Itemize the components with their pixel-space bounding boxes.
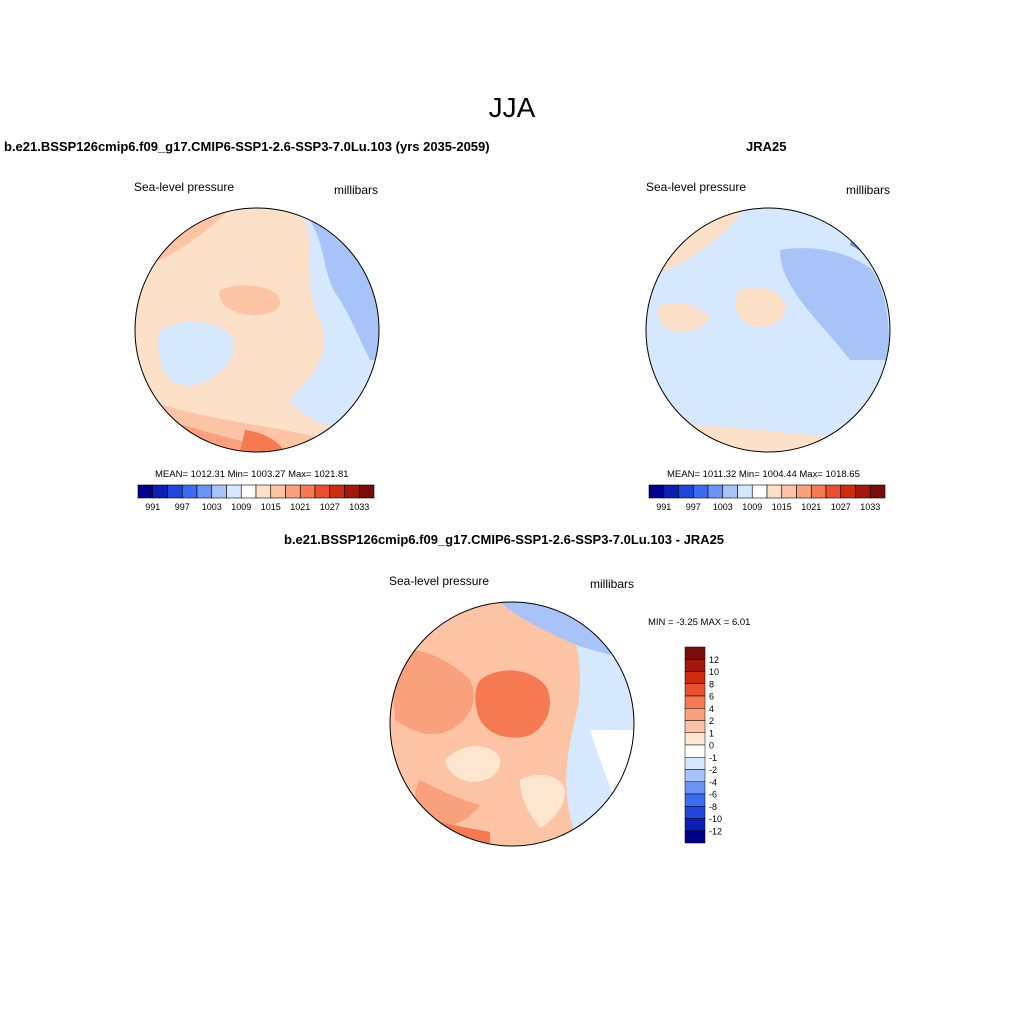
obs-colorbar-tick-label: 997 bbox=[686, 502, 701, 512]
model-stats: MEAN= 1012.31 Min= 1003.27 Max= 1021.81 bbox=[155, 469, 349, 480]
model-colorbar-swatch bbox=[344, 484, 360, 499]
model-colorbar-swatch bbox=[152, 484, 168, 499]
model-colorbar-swatch bbox=[240, 484, 257, 499]
diff-colorbar-tick-label: 6 bbox=[709, 692, 714, 702]
model-colorbar-tick-label: 1033 bbox=[349, 502, 369, 512]
obs-colorbar-tick-label: 1009 bbox=[742, 502, 762, 512]
obs-colorbar-tick-label: 991 bbox=[656, 502, 671, 512]
diff-panel-title: b.e21.BSSP126cmip6.f09_g17.CMIP6-SSP1-2.… bbox=[284, 532, 725, 547]
obs-colorbar-tick-label: 1033 bbox=[860, 502, 880, 512]
diff-colorbar-tick-label: -2 bbox=[709, 765, 717, 775]
model-colorbar-tick-label: 1003 bbox=[202, 502, 222, 512]
diff-colorbar-swatch bbox=[684, 830, 706, 844]
obs-colorbar-swatch bbox=[840, 484, 856, 499]
diff-colorbar-tick-label: 12 bbox=[709, 655, 719, 665]
obs-colorbar-swatch bbox=[855, 484, 871, 499]
diff-colorbar-tick-label: 10 bbox=[709, 667, 719, 677]
obs-colorbar-swatch bbox=[751, 484, 768, 499]
diff-colorbar-tick-label: 4 bbox=[709, 704, 714, 714]
main-title: JJA bbox=[488, 92, 536, 123]
diff-colorbar-tick-label: 2 bbox=[709, 716, 714, 726]
diff-colorbar-tick-label: 1 bbox=[709, 728, 714, 738]
model-map bbox=[134, 207, 380, 453]
model-units-label: millibars bbox=[334, 183, 379, 197]
model-panel-title: b.e21.BSSP126cmip6.f09_g17.CMIP6-SSP1-2.… bbox=[4, 139, 490, 154]
model-colorbar-tick-label: 1009 bbox=[231, 502, 251, 512]
diff-colorbar-swatch bbox=[684, 695, 706, 709]
diff-units-label: millibars bbox=[590, 577, 635, 591]
model-variable-label: Sea-level pressure bbox=[134, 180, 235, 194]
obs-colorbar-tick-label: 1015 bbox=[772, 502, 792, 512]
model-colorbar-swatch bbox=[181, 484, 198, 499]
model-colorbar-swatch bbox=[137, 484, 154, 499]
diff-colorbar-tick-label: -8 bbox=[709, 802, 717, 812]
model-colorbar-swatch bbox=[270, 484, 286, 499]
obs-colorbar-swatch bbox=[722, 484, 738, 499]
diff-colorbar-swatch bbox=[684, 720, 706, 733]
model-colorbar: 991 997 1003 1009 1015 1021 1027 1033 bbox=[137, 484, 375, 512]
obs-colorbar-swatch bbox=[737, 484, 753, 499]
diff-colorbar-tick-label: 0 bbox=[709, 741, 714, 751]
diff-variable-label: Sea-level pressure bbox=[389, 574, 490, 588]
obs-colorbar-swatch bbox=[678, 484, 694, 499]
obs-colorbar-swatch bbox=[781, 484, 797, 499]
obs-stats: MEAN= 1011.32 Min= 1004.44 Max= 1018.65 bbox=[667, 469, 860, 480]
diff-colorbar-swatch bbox=[684, 781, 706, 795]
diff-colorbar-swatch bbox=[684, 769, 706, 782]
diff-colorbar-swatch bbox=[684, 671, 706, 684]
obs-colorbar-tick-label: 1021 bbox=[801, 502, 821, 512]
model-colorbar-swatch bbox=[314, 484, 331, 499]
model-colorbar-swatch bbox=[255, 484, 272, 499]
obs-colorbar-swatch bbox=[648, 484, 665, 499]
diff-colorbar-tick-label: -10 bbox=[709, 814, 722, 824]
obs-colorbar-swatch bbox=[869, 484, 886, 499]
model-colorbar-tick-label: 1015 bbox=[261, 502, 281, 512]
diff-colorbar-swatch bbox=[684, 793, 706, 807]
model-colorbar-swatch bbox=[211, 484, 227, 499]
obs-colorbar-tick-label: 1027 bbox=[831, 502, 851, 512]
diff-colorbar-swatch bbox=[684, 659, 706, 672]
obs-colorbar-swatch bbox=[663, 484, 679, 499]
obs-colorbar-tick-label: 1003 bbox=[713, 502, 733, 512]
diff-colorbar-swatch bbox=[684, 646, 706, 660]
obs-units-label: millibars bbox=[846, 183, 891, 197]
diff-colorbar-swatch bbox=[684, 818, 706, 831]
model-colorbar-swatch bbox=[299, 484, 316, 499]
diff-colorbar-swatch bbox=[684, 683, 706, 697]
model-colorbar-tick-label: 1027 bbox=[320, 502, 340, 512]
model-colorbar-swatch bbox=[358, 484, 375, 499]
obs-colorbar-swatch bbox=[825, 484, 842, 499]
diff-colorbar-tick-label: 8 bbox=[709, 679, 714, 689]
obs-panel-title: JRA25 bbox=[746, 139, 787, 154]
obs-colorbar: 991 997 1003 1009 1015 1021 1027 1033 bbox=[648, 484, 886, 512]
diff-colorbar-swatch bbox=[684, 806, 706, 819]
diff-colorbar-swatch bbox=[684, 757, 706, 770]
diff-map bbox=[389, 601, 635, 847]
obs-map bbox=[645, 207, 891, 453]
model-colorbar-swatch bbox=[226, 484, 242, 499]
diff-stats: MIN = -3.25 MAX = 6.01 bbox=[648, 617, 751, 628]
diff-colorbar-tick-label: -1 bbox=[709, 753, 717, 763]
obs-variable-label: Sea-level pressure bbox=[646, 180, 747, 194]
model-colorbar-tick-label: 991 bbox=[145, 502, 160, 512]
diff-colorbar-tick-label: -12 bbox=[709, 826, 722, 836]
model-colorbar-swatch bbox=[167, 484, 183, 499]
diff-colorbar-swatch bbox=[684, 708, 706, 721]
diff-colorbar-tick-label: -6 bbox=[709, 790, 717, 800]
model-colorbar-swatch bbox=[196, 484, 213, 499]
model-colorbar-tick-label: 1021 bbox=[290, 502, 310, 512]
model-colorbar-swatch bbox=[329, 484, 345, 499]
obs-colorbar-swatch bbox=[810, 484, 827, 499]
model-colorbar-tick-label: 997 bbox=[175, 502, 190, 512]
obs-colorbar-swatch bbox=[766, 484, 783, 499]
model-colorbar-swatch bbox=[285, 484, 301, 499]
obs-colorbar-swatch bbox=[796, 484, 812, 499]
diff-colorbar-swatch bbox=[684, 744, 706, 758]
diff-colorbar-tick-label: -4 bbox=[709, 777, 717, 787]
diff-colorbar-swatch bbox=[684, 732, 706, 746]
obs-colorbar-swatch bbox=[707, 484, 724, 499]
obs-colorbar-swatch bbox=[692, 484, 709, 499]
